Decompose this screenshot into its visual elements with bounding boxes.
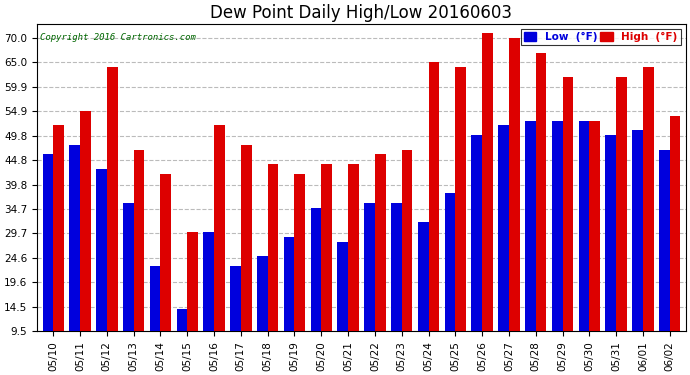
Bar [107,67,117,331]
Bar [579,121,589,331]
Bar [616,77,627,331]
Bar [552,121,562,331]
Bar [455,67,466,331]
Bar [375,154,386,331]
Bar [632,130,643,331]
Bar [322,164,332,331]
Bar [241,145,252,331]
Bar [643,67,653,331]
Bar [659,150,670,331]
Bar [562,77,573,331]
Bar [535,53,546,331]
Bar [417,222,428,331]
Bar [471,135,482,331]
Bar [284,237,295,331]
Bar [525,121,535,331]
Bar [268,164,278,331]
Bar [134,150,144,331]
Bar [348,164,359,331]
Bar [80,111,91,331]
Bar [498,125,509,331]
Bar [337,242,348,331]
Title: Dew Point Daily High/Low 20160603: Dew Point Daily High/Low 20160603 [210,4,513,22]
Bar [96,169,107,331]
Legend: Low  (°F), High  (°F): Low (°F), High (°F) [521,29,680,45]
Bar [214,125,225,331]
Bar [53,125,64,331]
Bar [43,154,53,331]
Bar [230,266,241,331]
Text: Copyright 2016 Cartronics.com: Copyright 2016 Cartronics.com [41,33,196,42]
Bar [295,174,305,331]
Bar [402,150,413,331]
Bar [187,232,198,331]
Bar [509,38,520,331]
Bar [161,174,171,331]
Bar [391,203,402,331]
Bar [257,256,268,331]
Bar [670,116,680,331]
Bar [177,309,187,331]
Bar [444,193,455,331]
Bar [69,145,80,331]
Bar [123,203,134,331]
Bar [204,232,214,331]
Bar [482,33,493,331]
Bar [605,135,616,331]
Bar [428,63,440,331]
Bar [310,208,322,331]
Bar [150,266,161,331]
Bar [364,203,375,331]
Bar [589,121,600,331]
